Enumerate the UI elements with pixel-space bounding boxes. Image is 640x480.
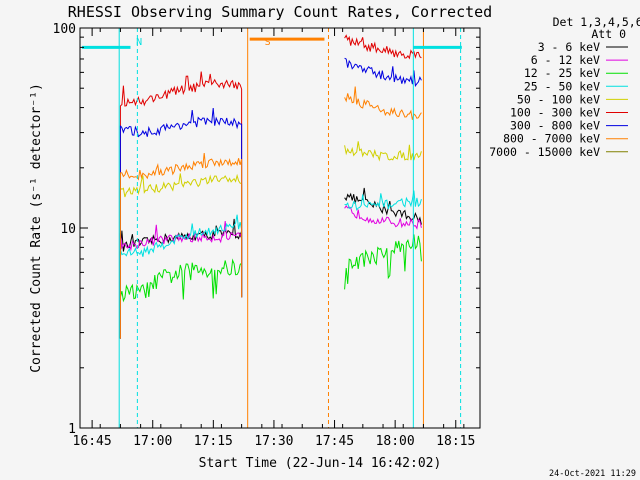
series-100-300-kev-line-1 [344, 34, 422, 60]
series-6-12-kev-line-0 [119, 220, 243, 252]
series-25-50-kev-line-1 [344, 190, 422, 211]
x-tick-label: 18:00 [376, 434, 415, 449]
series-25-50-kev-line-0 [119, 214, 243, 257]
chart-title: RHESSI Observing Summary Count Rates, Co… [68, 3, 492, 21]
axes: 16:45 17:00 17:15 17:30 17:45 18:00 18:15 1 10 10… [53, 22, 481, 449]
legend-label: 3 - 6 keV [538, 40, 600, 54]
series-300-800-kev-line-1 [344, 57, 422, 88]
x-tick-label: 17:00 [133, 434, 172, 449]
series-50-100-kev-line-1 [344, 141, 422, 162]
x-tick-label: 18:15 [436, 434, 475, 449]
x-tick-label: 16:45 [73, 434, 112, 449]
legend-label: 50 - 100 keV [517, 92, 600, 106]
legend-label: 12 - 25 keV [524, 66, 600, 80]
series-300-800-kev-line-0 [120, 107, 242, 138]
y-tick-label: 1 [68, 422, 76, 437]
series-100-300-kev-line-0 [120, 71, 243, 107]
legend-label: 800 - 7000 keV [503, 132, 600, 146]
series-12-25-kev-line-1 [344, 234, 422, 290]
series-12-25-kev-line-0 [119, 258, 242, 303]
legend-header-line2: Att 0 [591, 27, 626, 41]
legend-label: 6 - 12 keV [531, 53, 600, 67]
series-800-7000-kev-line-0 [120, 152, 243, 181]
x-tick-label: 17:45 [315, 434, 354, 449]
x-tick-label: 17:30 [254, 434, 293, 449]
marker-label-n: N [136, 37, 142, 48]
series-3-6-kev-line-1 [344, 187, 422, 225]
y-tick-label: 100 [53, 22, 76, 37]
legend-label: 100 - 300 keV [510, 106, 600, 120]
x-axis-label: Start Time (22-Jun-14 16:42:02) [199, 456, 442, 471]
y-tick-label: 10 [60, 222, 76, 237]
x-tick-label: 17:15 [194, 434, 233, 449]
legend-label: 7000 - 15000 keV [489, 145, 600, 159]
series-800-7000-kev-line-1 [344, 86, 422, 120]
series-50-100-kev-line-0 [120, 173, 242, 198]
marker-label-s: S [265, 37, 271, 48]
legend-label: 300 - 800 keV [510, 119, 600, 133]
series-6-12-kev-line-1 [344, 205, 422, 230]
footer-date: 24-Oct-2021 11:29 [549, 469, 636, 479]
legend-label: 25 - 50 keV [524, 79, 600, 93]
legend-header-line1: Det 1,3,4,5,6,9, [553, 15, 640, 29]
y-axis-label: Corrected Count Rate (s⁻¹ detector⁻¹) [29, 83, 44, 373]
